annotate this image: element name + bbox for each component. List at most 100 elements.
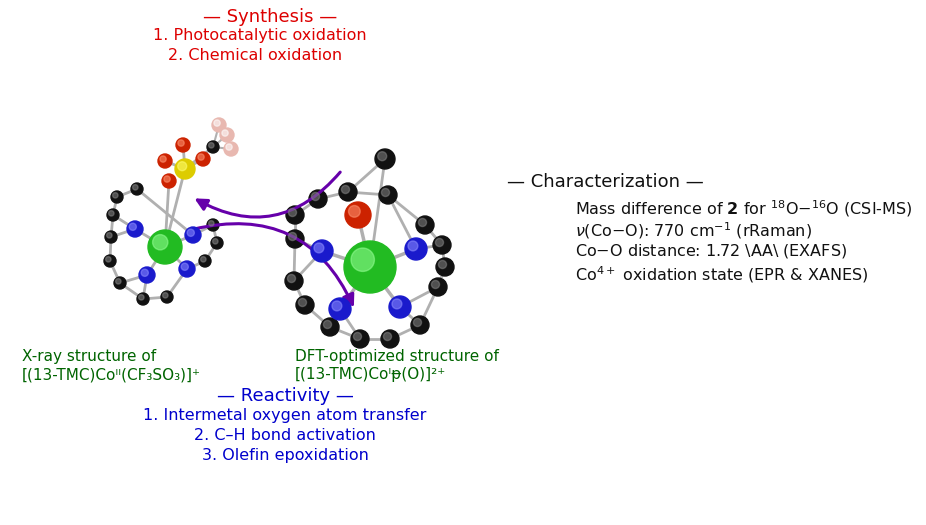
Circle shape xyxy=(106,257,111,262)
Text: — Reactivity —: — Reactivity — xyxy=(217,387,354,405)
Circle shape xyxy=(435,238,444,247)
Circle shape xyxy=(288,233,296,240)
Circle shape xyxy=(411,316,429,334)
Text: [(13-TMC)Coᴵᵽ(O)]²⁺: [(13-TMC)Coᴵᵽ(O)]²⁺ xyxy=(295,367,446,382)
Circle shape xyxy=(137,293,149,305)
Circle shape xyxy=(129,223,136,230)
Circle shape xyxy=(127,221,143,237)
Circle shape xyxy=(160,156,166,162)
Text: Co$^{4+}$ oxidation state (EPR & XANES): Co$^{4+}$ oxidation state (EPR & XANES) xyxy=(575,264,869,285)
Circle shape xyxy=(342,185,349,194)
Circle shape xyxy=(199,255,211,267)
Circle shape xyxy=(416,216,434,234)
Circle shape xyxy=(187,229,194,236)
Circle shape xyxy=(354,332,361,341)
Text: X-ray structure of: X-ray structure of xyxy=(22,349,156,364)
Circle shape xyxy=(392,299,402,309)
Circle shape xyxy=(208,220,214,226)
Circle shape xyxy=(438,260,446,268)
Circle shape xyxy=(224,142,238,156)
Circle shape xyxy=(185,227,201,243)
Circle shape xyxy=(196,152,210,166)
Circle shape xyxy=(389,296,411,318)
Circle shape xyxy=(309,190,327,208)
Circle shape xyxy=(105,231,117,243)
Circle shape xyxy=(141,269,148,276)
Circle shape xyxy=(311,240,333,262)
Circle shape xyxy=(413,319,421,327)
Circle shape xyxy=(198,154,205,160)
Circle shape xyxy=(163,292,168,298)
Circle shape xyxy=(220,128,234,142)
Circle shape xyxy=(139,267,155,283)
Circle shape xyxy=(351,248,374,271)
Circle shape xyxy=(298,298,307,307)
Circle shape xyxy=(178,162,187,171)
Circle shape xyxy=(132,185,138,190)
Circle shape xyxy=(181,263,188,270)
Circle shape xyxy=(114,277,126,289)
Circle shape xyxy=(351,330,369,348)
Circle shape xyxy=(323,320,332,329)
Text: DFT-optimized structure of: DFT-optimized structure of xyxy=(295,349,499,364)
Text: — Characterization —: — Characterization — xyxy=(507,173,704,191)
Circle shape xyxy=(375,149,395,169)
Circle shape xyxy=(164,176,170,182)
Circle shape xyxy=(207,141,219,153)
Circle shape xyxy=(383,332,392,341)
Circle shape xyxy=(382,188,390,196)
Circle shape xyxy=(285,272,303,290)
Circle shape xyxy=(379,186,397,204)
Text: 3. Olefin epoxidation: 3. Olefin epoxidation xyxy=(202,448,369,463)
Circle shape xyxy=(378,152,387,161)
Text: 1. Photocatalytic oxidation: 1. Photocatalytic oxidation xyxy=(153,28,367,43)
Circle shape xyxy=(139,295,144,300)
Text: 1. Intermetal oxygen atom transfer: 1. Intermetal oxygen atom transfer xyxy=(144,408,427,423)
Circle shape xyxy=(116,279,121,284)
Circle shape xyxy=(436,258,454,276)
Circle shape xyxy=(339,183,357,201)
Circle shape xyxy=(332,301,342,311)
Circle shape xyxy=(211,237,223,249)
Circle shape xyxy=(158,154,172,168)
Text: 2. Chemical oxidation: 2. Chemical oxidation xyxy=(168,48,342,63)
Circle shape xyxy=(286,230,304,248)
Circle shape xyxy=(314,243,324,253)
Text: $\nu$(Co$-$O): 770 cm$^{-1}$ (rRaman): $\nu$(Co$-$O): 770 cm$^{-1}$ (rRaman) xyxy=(575,220,812,240)
Circle shape xyxy=(104,255,116,267)
Circle shape xyxy=(212,118,226,132)
Circle shape xyxy=(201,257,206,262)
Circle shape xyxy=(345,202,371,228)
Text: Co$-$O distance: 1.72 \AA\ (EXAFS): Co$-$O distance: 1.72 \AA\ (EXAFS) xyxy=(575,242,847,260)
Circle shape xyxy=(153,235,168,250)
Text: Mass difference of $\mathbf{2}$ for $^{18}$O$-$$^{16}$O (CSI-MS): Mass difference of $\mathbf{2}$ for $^{1… xyxy=(575,198,912,219)
Circle shape xyxy=(432,280,440,289)
Circle shape xyxy=(148,230,182,264)
Circle shape xyxy=(161,291,173,303)
Circle shape xyxy=(106,233,112,238)
Circle shape xyxy=(179,261,195,277)
Circle shape xyxy=(113,193,118,198)
Circle shape xyxy=(214,120,220,126)
Circle shape xyxy=(131,183,143,195)
Circle shape xyxy=(111,191,123,203)
Circle shape xyxy=(429,278,447,296)
Circle shape xyxy=(178,140,184,146)
Circle shape xyxy=(321,318,339,336)
Circle shape xyxy=(213,239,218,244)
Circle shape xyxy=(226,144,232,150)
Circle shape xyxy=(296,296,314,314)
Text: 2. C–H bond activation: 2. C–H bond activation xyxy=(194,428,376,443)
Circle shape xyxy=(433,236,451,254)
Circle shape xyxy=(288,208,296,216)
Text: [(13-TMC)Coᴵᴵ(CF₃SO₃)]⁺: [(13-TMC)Coᴵᴵ(CF₃SO₃)]⁺ xyxy=(22,367,201,382)
Circle shape xyxy=(405,238,427,260)
Circle shape xyxy=(108,211,114,216)
Text: — Synthesis —: — Synthesis — xyxy=(203,8,337,26)
Circle shape xyxy=(162,174,176,188)
Circle shape xyxy=(287,275,295,282)
Circle shape xyxy=(311,193,319,201)
Circle shape xyxy=(207,219,219,231)
Circle shape xyxy=(286,206,304,224)
Circle shape xyxy=(344,241,396,293)
